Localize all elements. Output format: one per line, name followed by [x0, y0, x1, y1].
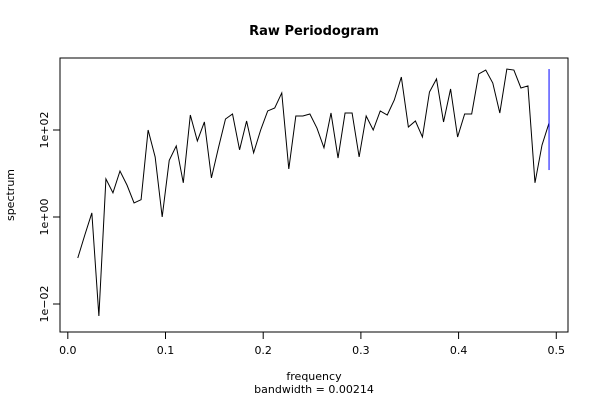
y-tick-label: 1e−02 — [38, 285, 51, 322]
x-tick-label: 0.0 — [59, 344, 77, 357]
chart-title: Raw Periodogram — [249, 24, 379, 39]
y-axis-label: spectrum — [4, 169, 17, 221]
y-tick-label: 1e+00 — [38, 198, 51, 235]
plot-frame — [59, 57, 569, 333]
x-tick-label: 0.4 — [450, 344, 468, 357]
spectrum-line — [77, 68, 550, 317]
y-tick-label: 1e+02 — [38, 112, 51, 149]
subtitle: bandwidth = 0.00214 — [254, 383, 374, 396]
x-tick-label: 0.5 — [548, 344, 566, 357]
x-tick-label: 0.3 — [352, 344, 370, 357]
x-tick-label: 0.2 — [254, 344, 272, 357]
x-axis-label: frequency — [286, 370, 342, 383]
x-tick-label: 0.1 — [157, 344, 175, 357]
